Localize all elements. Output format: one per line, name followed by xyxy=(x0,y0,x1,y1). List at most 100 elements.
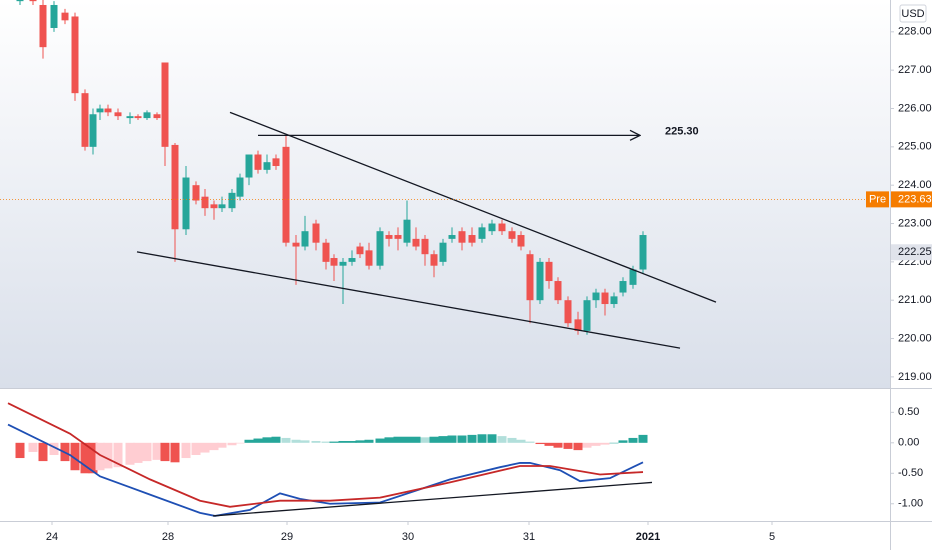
candle-body xyxy=(330,258,338,266)
y-tick-label: 0.50 xyxy=(898,406,919,418)
histogram-bar xyxy=(467,434,477,443)
histogram-bar xyxy=(113,442,123,468)
candle-body xyxy=(574,319,582,331)
histogram-bar xyxy=(170,442,180,463)
histogram-bar xyxy=(15,442,25,459)
histogram-bar xyxy=(262,437,272,443)
histogram-bar xyxy=(402,436,412,443)
candle-body xyxy=(394,235,402,239)
histogram-bar xyxy=(420,437,430,443)
histogram-bar xyxy=(447,435,457,443)
candle-body xyxy=(228,192,236,209)
price-tag-name-box xyxy=(866,191,889,208)
candle-body xyxy=(554,281,562,301)
x-tick-label: 31 xyxy=(523,531,535,543)
histogram-bar xyxy=(88,442,98,474)
candle-body xyxy=(458,231,466,243)
candle-body xyxy=(272,158,280,167)
y-tick-label: 221.00 xyxy=(898,294,932,306)
histogram-bar xyxy=(38,442,48,462)
histogram-bar xyxy=(103,442,113,469)
histogram-bar xyxy=(600,442,610,445)
candle-body xyxy=(583,300,591,331)
histogram-bar xyxy=(200,442,210,453)
histogram-bar xyxy=(553,442,563,448)
histogram-bar xyxy=(142,442,152,462)
candle-body xyxy=(292,242,300,247)
histogram-bar xyxy=(355,440,365,443)
histogram-bar xyxy=(244,439,254,443)
candle-body xyxy=(536,261,544,301)
histogram-bar xyxy=(573,442,583,451)
macd-line xyxy=(7,423,644,517)
histogram-bar xyxy=(291,439,301,443)
histogram-bar xyxy=(438,436,448,443)
candle-body xyxy=(610,296,618,305)
histogram-bar xyxy=(227,442,237,446)
candle-body xyxy=(192,185,200,201)
candle-body xyxy=(619,281,627,293)
histogram-bar xyxy=(411,436,421,443)
histogram-bar xyxy=(329,441,339,443)
histogram-bar xyxy=(591,442,601,446)
histogram-bar xyxy=(28,442,38,452)
candle-body xyxy=(592,292,600,301)
candle-body xyxy=(210,204,218,209)
candle-body xyxy=(348,258,356,262)
histogram-bar xyxy=(181,442,191,459)
y-tick-label: 219.00 xyxy=(898,371,932,383)
histogram-bar xyxy=(609,442,619,444)
histogram-bar xyxy=(281,437,291,443)
y-tick-label: 225.00 xyxy=(898,141,932,153)
candle-body xyxy=(89,114,97,147)
candle-body xyxy=(126,116,134,119)
candle-body xyxy=(478,227,486,239)
candle-body xyxy=(254,154,262,170)
macd-line xyxy=(7,402,644,508)
candle-body xyxy=(71,16,79,94)
candle-body xyxy=(182,177,190,230)
candle-body xyxy=(564,300,572,324)
histogram-bar xyxy=(507,437,517,443)
price-tag: 222.25 xyxy=(898,246,932,258)
candle-body xyxy=(639,235,647,270)
histogram-bar xyxy=(477,434,487,443)
y-tick-label: -0.50 xyxy=(898,467,923,479)
histogram-bar xyxy=(384,437,394,443)
price-tag-box xyxy=(891,191,932,208)
price-tag: 223.63 xyxy=(898,193,932,205)
histogram-bar xyxy=(525,441,535,443)
histogram-bar xyxy=(133,442,143,463)
x-tick-label: 24 xyxy=(46,531,58,543)
candle-body xyxy=(430,254,438,266)
price-tag-name: Pre xyxy=(869,193,886,205)
candle-body xyxy=(508,231,516,239)
y-tick-label: 226.00 xyxy=(898,102,932,114)
candle-body xyxy=(376,231,384,266)
currency: USD xyxy=(901,8,924,20)
histogram-bar xyxy=(618,440,628,443)
candle-body xyxy=(245,154,253,178)
trend-line xyxy=(136,251,681,349)
histogram-bar xyxy=(271,436,281,443)
histogram-bar xyxy=(80,442,90,474)
candle-body xyxy=(61,12,69,21)
candle-body xyxy=(29,0,37,2)
candle-body xyxy=(134,116,142,119)
candle-body xyxy=(312,223,320,243)
histogram-bar xyxy=(338,440,348,443)
histogram-bar xyxy=(563,442,573,449)
y-tick-label: 227.00 xyxy=(898,64,932,76)
histogram-bar xyxy=(125,442,135,465)
candle-body xyxy=(143,112,151,119)
x-tick-label: 5 xyxy=(769,531,775,543)
histogram-bar xyxy=(49,442,59,455)
candle-body xyxy=(498,223,506,232)
y-tick-label: 0.00 xyxy=(898,437,919,449)
candle-body xyxy=(301,231,309,247)
currency-box[interactable] xyxy=(899,4,927,23)
candle-body xyxy=(161,62,169,147)
histogram-bar xyxy=(300,440,310,443)
histogram-bar xyxy=(393,436,403,443)
